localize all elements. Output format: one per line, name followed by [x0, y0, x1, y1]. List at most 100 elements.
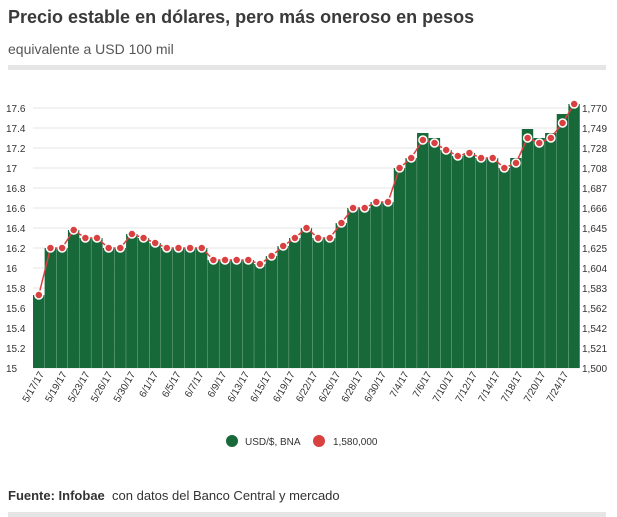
- data-point: [173, 243, 184, 253]
- y-tick-label: 17.4: [6, 124, 26, 135]
- bar: [521, 129, 534, 368]
- y2-tick-label: 1,625: [582, 244, 607, 255]
- bar: [358, 208, 371, 368]
- data-point: [220, 255, 230, 265]
- bar: [195, 248, 208, 368]
- bar: [417, 133, 429, 368]
- y-tick-label: 15.2: [6, 344, 26, 355]
- bar: [277, 246, 289, 368]
- data-point: [325, 233, 335, 243]
- data-point: [290, 233, 300, 243]
- bar: [568, 104, 580, 368]
- combo-chart: 15 15.2 15.4 15.6 15.8 16 16.2 16.4 16.6 16.8 17 17…: [6, 99, 607, 448]
- data-point: [418, 135, 428, 145]
- data-point: [394, 163, 405, 173]
- bar: [91, 238, 103, 368]
- source-text: con datos del Banco Central y mercado: [112, 488, 340, 503]
- y2-tick-label: 1,604: [582, 264, 607, 275]
- bar: [510, 158, 522, 368]
- bar: [300, 228, 313, 368]
- x-tick-label: 6/1/17: [138, 370, 162, 400]
- y2-tick-label: 1,562: [582, 304, 607, 315]
- bar: [149, 243, 161, 368]
- y2-tick-label: 1,687: [582, 184, 607, 195]
- data-point: [197, 243, 207, 253]
- data-point: [499, 163, 510, 173]
- bar: [137, 238, 150, 368]
- y2-tick-label: 1,500: [582, 364, 607, 375]
- y2-tick-label: 1,521: [582, 344, 607, 355]
- data-point: [185, 243, 195, 253]
- bar: [67, 230, 80, 368]
- bar: [207, 260, 219, 368]
- data-point: [127, 229, 137, 239]
- data-point: [546, 133, 556, 143]
- legend-bar-swatch: [226, 435, 238, 447]
- bar: [335, 223, 348, 368]
- bar: [405, 158, 417, 368]
- data-point: [57, 243, 67, 253]
- y-tick-label: 17: [6, 164, 18, 175]
- x-tick-label: 7/4/17: [388, 370, 412, 400]
- data-point: [336, 218, 347, 228]
- x-tick-label: 6/9/17: [206, 370, 230, 400]
- data-point: [313, 233, 323, 243]
- data-point: [208, 255, 219, 265]
- y-tick-label: 17.2: [6, 144, 26, 155]
- bar: [172, 248, 185, 368]
- data-point: [453, 151, 463, 161]
- data-point: [487, 153, 498, 163]
- y2-tick-label: 1,708: [582, 164, 607, 175]
- bar: [556, 114, 569, 368]
- data-point: [511, 158, 521, 168]
- data-point: [464, 148, 475, 158]
- bar: [475, 158, 487, 368]
- y2-tick-label: 1,666: [582, 204, 607, 215]
- data-point: [80, 233, 91, 243]
- bar: [486, 158, 499, 368]
- bar: [370, 202, 382, 368]
- top-divider: [8, 65, 606, 70]
- left-y-axis: 15 15.2 15.4 15.6 15.8 16 16.2 16.4 16.6 16.8 17 17…: [6, 104, 26, 375]
- legend-line-swatch: [313, 435, 325, 447]
- y2-tick-label: 1,749: [582, 124, 607, 135]
- x-tick-label: 7/6/17: [411, 370, 435, 400]
- data-point: [359, 203, 370, 213]
- x-axis: 5/17/175/19/175/23/175/26/175/30/17 6/1/1…: [21, 370, 572, 405]
- data-point: [92, 233, 102, 243]
- data-point: [476, 153, 486, 163]
- y-tick-label: 15.8: [6, 284, 26, 295]
- bar: [440, 150, 452, 368]
- data-point: [406, 153, 416, 163]
- bar: [312, 238, 324, 368]
- legend-bar-label: USD/$, BNA: [245, 437, 301, 448]
- legend: USD/$, BNA 1,580,000: [226, 435, 378, 448]
- data-point: [266, 251, 277, 261]
- data-point: [569, 99, 579, 109]
- data-point: [278, 241, 288, 251]
- source-label: Fuente: Infobae: [8, 488, 105, 503]
- data-point: [162, 243, 172, 253]
- data-point: [441, 145, 451, 155]
- x-tick-label: 6/7/17: [183, 370, 207, 400]
- data-point: [45, 243, 56, 253]
- bars-group: [33, 104, 580, 368]
- data-point: [255, 259, 265, 269]
- data-point: [522, 133, 533, 143]
- data-point: [34, 290, 44, 300]
- bar: [102, 248, 115, 368]
- bar: [114, 248, 126, 368]
- bar: [545, 133, 557, 368]
- x-tick-label: 6/30/17: [363, 370, 389, 405]
- bar: [451, 156, 464, 368]
- bar: [44, 248, 57, 368]
- bar: [323, 238, 336, 368]
- bar: [56, 248, 68, 368]
- data-point: [429, 138, 440, 148]
- x-tick-label: 7/24/17: [545, 370, 571, 405]
- data-point: [68, 225, 79, 235]
- bar: [79, 238, 91, 368]
- bar: [533, 138, 545, 368]
- bar: [347, 208, 359, 368]
- y-tick-label: 16.4: [6, 224, 26, 235]
